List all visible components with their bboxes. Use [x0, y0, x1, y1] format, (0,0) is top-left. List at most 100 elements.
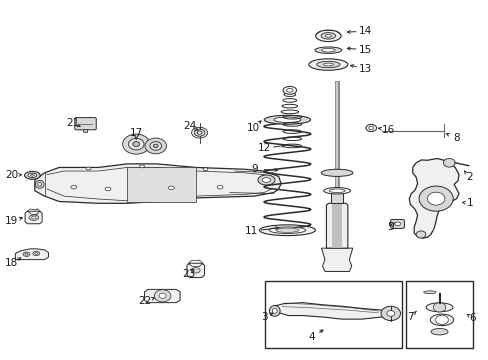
Text: 21: 21 [66, 118, 80, 128]
Ellipse shape [315, 30, 340, 41]
Ellipse shape [23, 252, 30, 256]
Ellipse shape [191, 268, 200, 273]
Text: 6: 6 [468, 313, 475, 323]
Ellipse shape [323, 188, 350, 194]
Ellipse shape [35, 253, 38, 255]
Ellipse shape [140, 165, 144, 168]
Circle shape [415, 231, 425, 238]
Polygon shape [127, 167, 195, 202]
Ellipse shape [86, 167, 91, 170]
Ellipse shape [197, 131, 202, 134]
Ellipse shape [423, 291, 435, 294]
Ellipse shape [217, 185, 223, 189]
Ellipse shape [286, 89, 292, 92]
Bar [264, 281, 401, 348]
Polygon shape [408, 158, 458, 238]
Text: 11: 11 [244, 226, 258, 236]
Text: 12: 12 [257, 143, 270, 153]
Ellipse shape [272, 309, 277, 314]
Circle shape [418, 186, 452, 211]
Text: 19: 19 [5, 216, 18, 226]
Ellipse shape [321, 169, 352, 176]
Bar [331, 203, 341, 248]
Bar [330, 191, 342, 203]
Ellipse shape [273, 117, 300, 122]
Circle shape [122, 134, 150, 154]
Ellipse shape [430, 328, 447, 335]
Ellipse shape [259, 225, 315, 235]
Ellipse shape [329, 189, 344, 193]
Ellipse shape [394, 222, 400, 226]
Text: 18: 18 [5, 258, 18, 268]
Circle shape [154, 290, 170, 302]
Ellipse shape [29, 215, 39, 220]
Ellipse shape [257, 175, 274, 185]
Bar [406, 281, 472, 348]
Polygon shape [326, 203, 347, 248]
Circle shape [133, 141, 140, 147]
Text: 24: 24 [183, 121, 196, 131]
Ellipse shape [325, 35, 330, 37]
Circle shape [145, 138, 166, 154]
Circle shape [153, 144, 158, 148]
Circle shape [150, 141, 161, 150]
Ellipse shape [35, 180, 44, 188]
Polygon shape [25, 211, 42, 224]
Ellipse shape [38, 183, 41, 186]
Circle shape [128, 138, 144, 150]
Text: 13: 13 [358, 64, 371, 74]
Circle shape [386, 311, 394, 316]
Circle shape [380, 306, 400, 320]
Circle shape [443, 158, 454, 167]
Text: 5: 5 [386, 222, 393, 232]
Circle shape [435, 315, 447, 324]
Text: 4: 4 [308, 332, 314, 342]
Text: 23: 23 [182, 269, 195, 279]
Polygon shape [273, 303, 390, 319]
Ellipse shape [323, 63, 332, 66]
Ellipse shape [194, 129, 204, 136]
Text: 22: 22 [138, 296, 151, 306]
Text: 20: 20 [5, 170, 18, 180]
Polygon shape [144, 289, 180, 303]
Ellipse shape [269, 306, 280, 316]
Ellipse shape [24, 171, 40, 179]
Ellipse shape [262, 178, 270, 182]
Ellipse shape [425, 303, 452, 312]
Ellipse shape [268, 227, 305, 233]
Polygon shape [321, 248, 352, 271]
Ellipse shape [30, 175, 34, 176]
Ellipse shape [368, 126, 373, 130]
Text: 10: 10 [246, 123, 259, 133]
Ellipse shape [283, 86, 296, 94]
Polygon shape [186, 263, 204, 278]
Ellipse shape [105, 187, 111, 191]
Text: 14: 14 [358, 26, 371, 36]
Ellipse shape [191, 127, 207, 138]
Ellipse shape [321, 33, 335, 39]
Ellipse shape [33, 251, 40, 256]
Ellipse shape [429, 314, 453, 325]
Ellipse shape [308, 59, 347, 70]
FancyBboxPatch shape [75, 118, 96, 130]
Ellipse shape [321, 48, 334, 52]
Circle shape [427, 192, 444, 205]
Polygon shape [15, 249, 48, 260]
Ellipse shape [32, 216, 36, 219]
Polygon shape [35, 164, 281, 203]
Ellipse shape [365, 125, 376, 132]
Ellipse shape [71, 185, 77, 189]
Text: 17: 17 [129, 129, 142, 138]
Text: 9: 9 [251, 164, 258, 174]
Ellipse shape [168, 186, 174, 190]
Text: 7: 7 [406, 312, 413, 322]
Polygon shape [390, 220, 404, 228]
Ellipse shape [314, 47, 341, 53]
Text: 2: 2 [466, 172, 472, 183]
Ellipse shape [316, 61, 339, 68]
Text: 15: 15 [358, 45, 371, 55]
Circle shape [159, 293, 165, 298]
Ellipse shape [275, 228, 299, 232]
Ellipse shape [25, 253, 28, 255]
Text: 1: 1 [466, 198, 472, 208]
